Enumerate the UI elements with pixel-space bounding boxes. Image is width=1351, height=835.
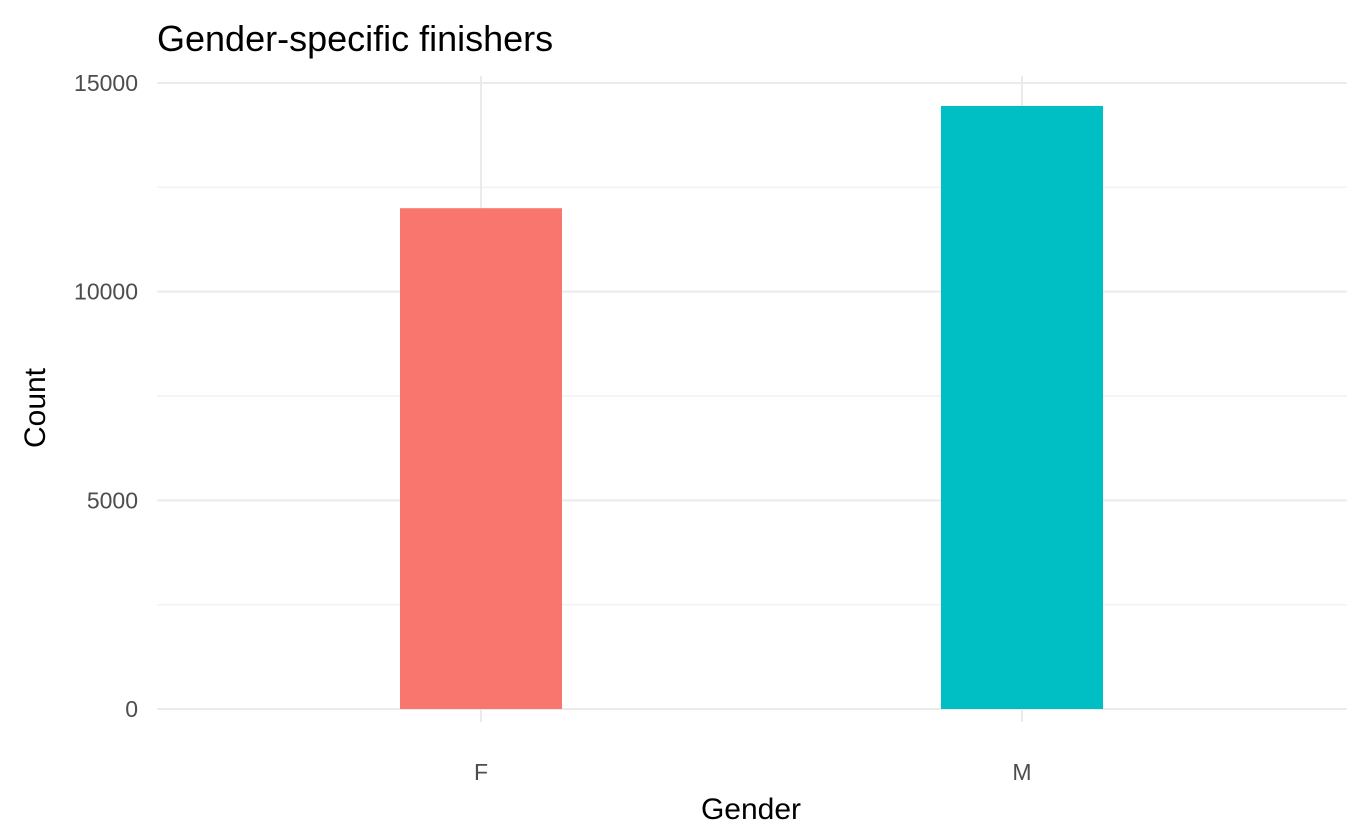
bar-m — [941, 105, 1103, 710]
x-axis-title: Gender — [701, 793, 801, 826]
y-axis-tick-labels: 0 5000 10000 15000 — [74, 70, 138, 722]
x-tick-label: F — [474, 759, 488, 785]
chart-title: Gender-specific finishers — [157, 18, 553, 59]
grid-lines — [157, 76, 1347, 722]
bar-f — [400, 208, 562, 709]
y-tick-label: 0 — [125, 696, 138, 722]
x-tick-label: M — [1012, 759, 1031, 785]
y-tick-label: 15000 — [74, 70, 138, 96]
y-axis-title: Count — [19, 367, 52, 448]
y-tick-label: 5000 — [87, 487, 138, 513]
y-tick-label: 10000 — [74, 279, 138, 305]
bars — [400, 105, 1103, 710]
